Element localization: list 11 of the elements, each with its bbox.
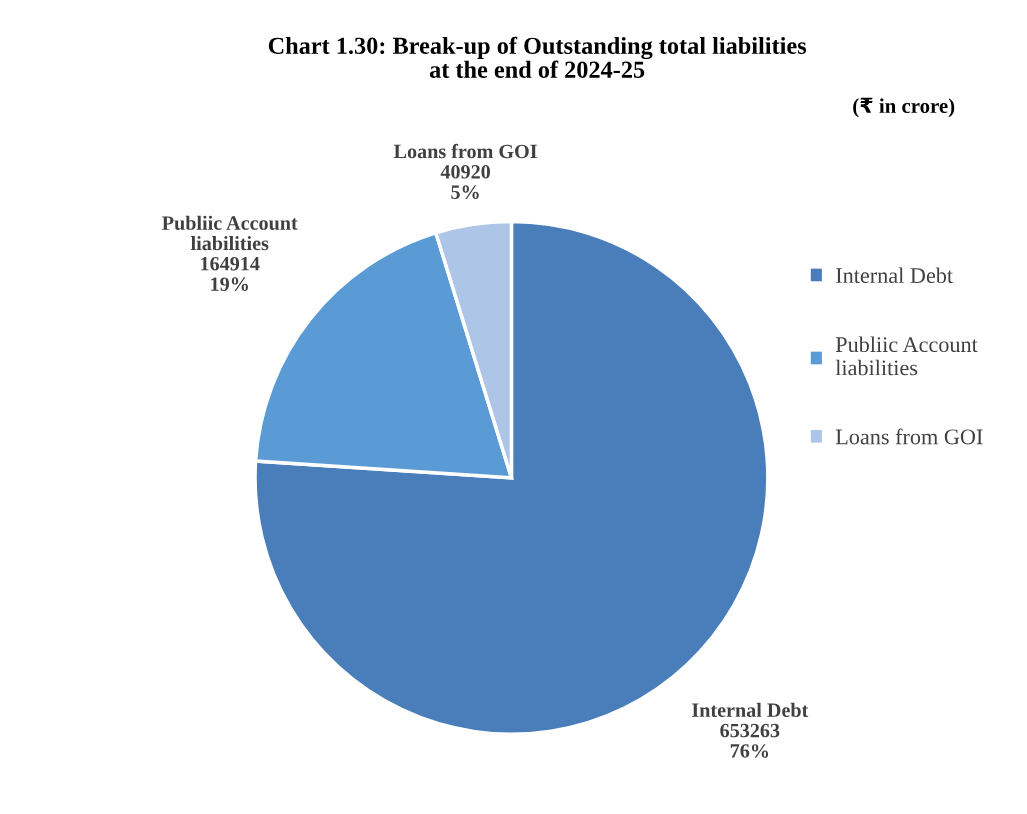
- chart-title: Chart 1.30: Break-up of Outstanding total liabilities at the end of 2024-25: [268, 36, 807, 78]
- slice-label: Publiic Account liabilities: [162, 215, 298, 251]
- slice-label: Loans from GOI: [393, 143, 537, 159]
- data-label: 653263 76%: [720, 723, 780, 758]
- chart-subtitle: (₹ in crore): [853, 97, 955, 118]
- data-label: 164914 19%: [201, 257, 260, 291]
- data-label: 40920 5%: [440, 165, 490, 200]
- legend-label: Internal Debt: [836, 267, 953, 284]
- legend-label: Publiic Account liabilities: [835, 336, 978, 376]
- slice-label: Internal Debt: [692, 702, 809, 718]
- legend-label: Loans from GOI: [835, 428, 983, 445]
